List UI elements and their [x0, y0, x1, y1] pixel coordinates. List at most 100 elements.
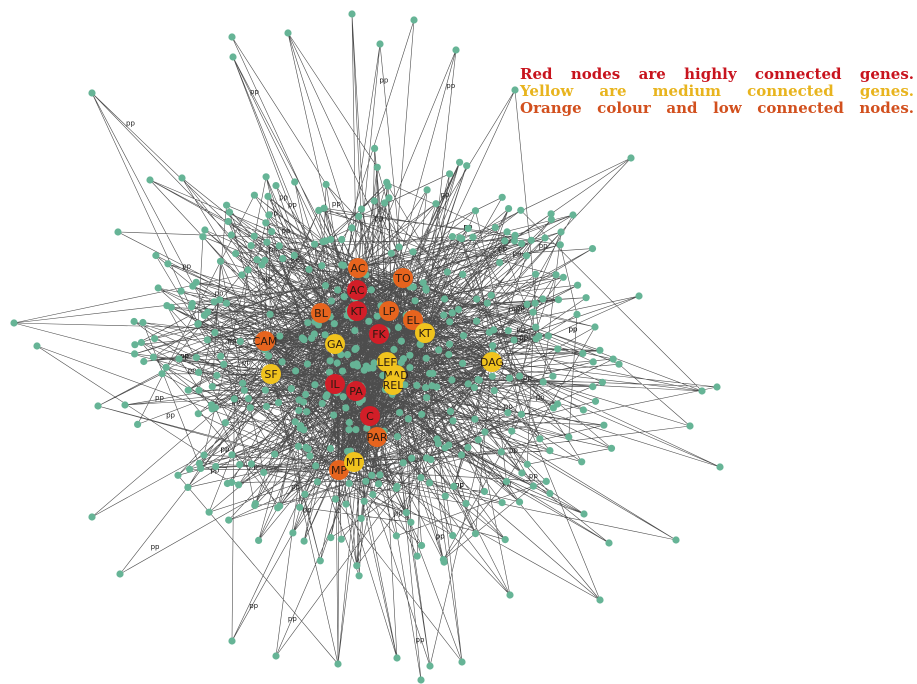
gene-node — [210, 298, 218, 306]
gene-node — [474, 436, 482, 444]
gene-node — [502, 477, 511, 486]
gene-node — [542, 477, 550, 485]
gene-node — [345, 479, 353, 487]
gene-node — [425, 479, 434, 487]
gene-node — [258, 261, 266, 269]
gene-node — [539, 295, 547, 303]
gene-node — [409, 248, 417, 256]
hub-node-circle — [403, 310, 423, 330]
gene-node — [445, 350, 453, 359]
hub-node-label: CAM — [253, 335, 278, 348]
gene-node — [367, 286, 375, 294]
gene-node — [419, 279, 427, 287]
hub-node-label: AC — [349, 284, 364, 297]
gene-node — [591, 397, 600, 405]
gene-node — [327, 534, 335, 542]
gene-node — [316, 557, 324, 565]
gene-node — [220, 360, 228, 368]
gene-node — [291, 418, 299, 426]
peripheral-nodes — [10, 10, 724, 684]
gene-node — [376, 40, 384, 48]
hub-node-label: KT — [350, 305, 363, 318]
gene-node — [498, 499, 506, 507]
gene-node — [411, 297, 419, 305]
gene-node — [387, 249, 395, 257]
gene-node — [557, 228, 565, 236]
hub-node-circle — [311, 303, 331, 323]
hub-node-label: PAR — [366, 431, 387, 444]
gene-node — [532, 335, 540, 343]
hub-node: AC — [347, 280, 367, 300]
edge-label: pp — [513, 249, 522, 257]
gene-node — [351, 345, 359, 353]
gene-node — [303, 360, 311, 368]
gene-node — [228, 33, 236, 41]
gene-node — [393, 433, 401, 441]
gene-node — [333, 359, 341, 367]
hub-node: MT — [344, 452, 364, 472]
gene-node — [296, 503, 304, 511]
hub-node-circle — [367, 427, 387, 447]
gene-node — [362, 362, 370, 370]
gene-node — [174, 471, 182, 479]
gene-node — [279, 255, 287, 263]
hub-node: PAR — [366, 427, 388, 447]
gene-node — [340, 261, 348, 270]
hub-node-label: AC — [350, 262, 365, 275]
gene-node — [192, 353, 200, 362]
gene-node — [289, 529, 297, 537]
gene-node — [225, 516, 233, 524]
gene-node — [487, 291, 495, 299]
gene-node — [698, 387, 706, 395]
gene-node — [432, 200, 440, 208]
gene-node — [355, 212, 363, 220]
hub-node: FK — [369, 324, 389, 344]
edge-label: pp — [504, 402, 513, 410]
edge-label: pp — [446, 82, 455, 90]
hub-node-circle — [383, 375, 403, 395]
hub-node-circle — [329, 460, 349, 480]
gene-node — [565, 433, 573, 441]
edge-label: pp — [374, 215, 383, 223]
hub-node-label: MT — [346, 456, 362, 469]
gene-node — [294, 442, 302, 450]
gene-node — [716, 463, 724, 471]
gene-node — [480, 487, 489, 496]
gene-node — [373, 312, 381, 320]
gene-node — [496, 259, 504, 267]
gene-node — [605, 539, 613, 547]
gene-node — [672, 536, 680, 544]
gene-node — [462, 499, 470, 508]
gene-node — [227, 231, 235, 239]
gene-node — [175, 355, 183, 363]
gene-node — [322, 180, 330, 189]
gene-node — [511, 86, 519, 94]
hub-node-circle — [415, 323, 435, 343]
gene-node — [338, 235, 346, 244]
gene-node — [271, 450, 279, 458]
legend-orange-text: Orange colour and low connected nodes. — [520, 99, 914, 117]
gene-node — [194, 320, 202, 328]
gene-node — [518, 240, 526, 248]
gene-node — [589, 383, 597, 391]
gene-node — [337, 535, 345, 543]
gene-node — [529, 482, 538, 490]
gene-node — [300, 336, 308, 344]
gene-node — [264, 192, 272, 200]
gene-node — [292, 367, 300, 375]
gene-node — [357, 205, 366, 213]
gene-node — [326, 444, 335, 453]
gene-node — [216, 257, 225, 265]
gene-node — [221, 419, 229, 427]
edge-label: pp — [269, 246, 278, 254]
hub-node-label: PA — [349, 385, 363, 398]
gene-node — [299, 398, 307, 406]
gene-node — [345, 426, 353, 434]
gene-node — [114, 228, 122, 236]
gene-node — [416, 341, 424, 349]
gene-node — [140, 357, 148, 366]
gene-node — [232, 250, 240, 258]
gene-node — [379, 371, 387, 380]
gene-node — [94, 402, 102, 410]
edge-label: pp — [228, 337, 237, 345]
